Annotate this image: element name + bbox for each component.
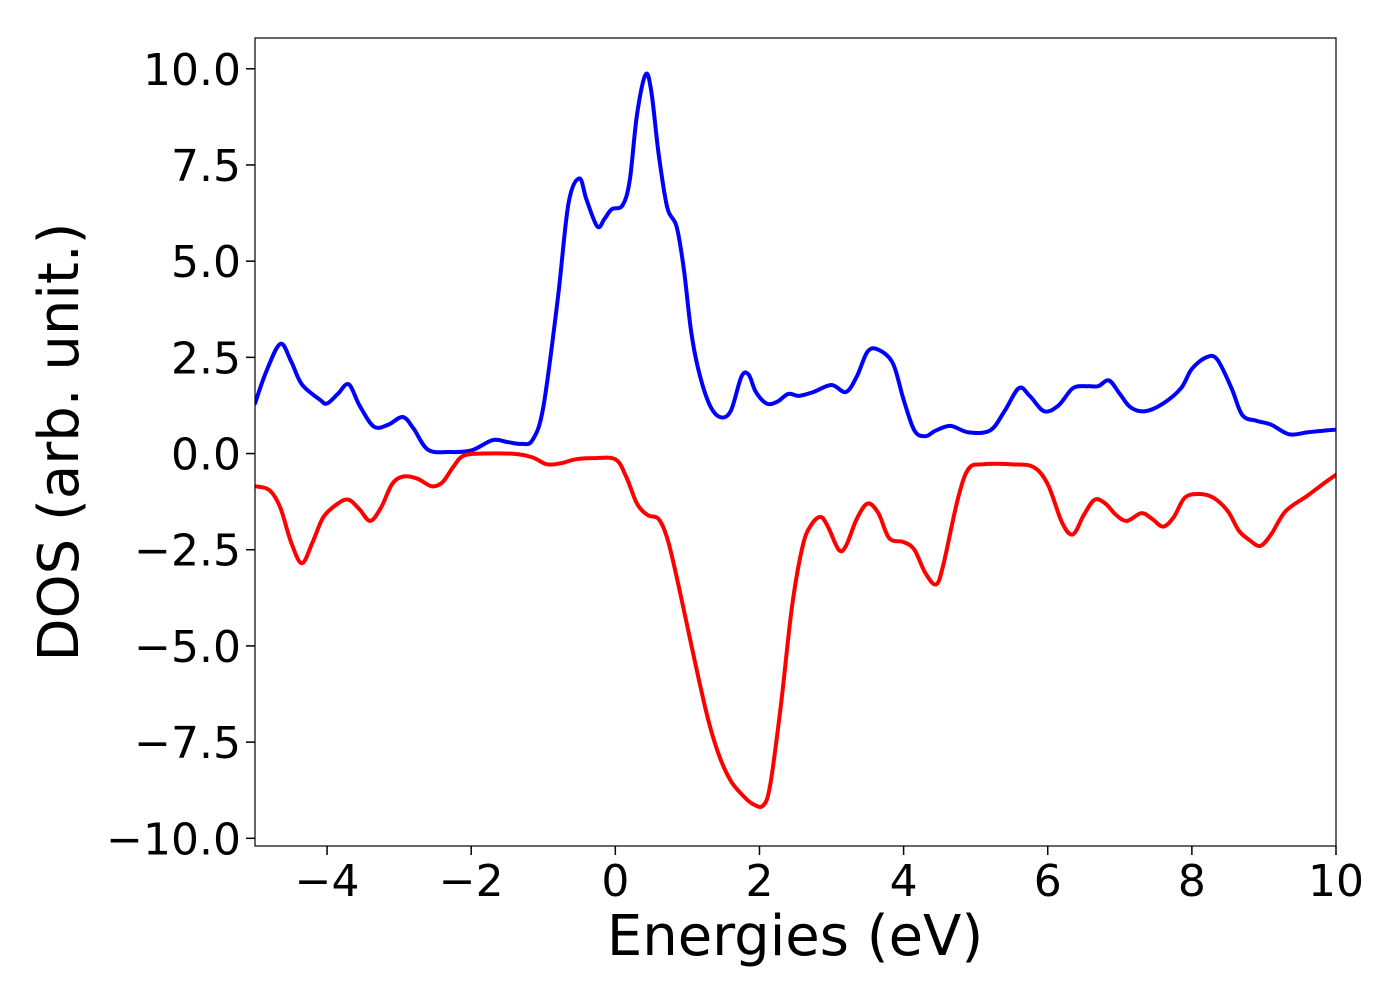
plot-frame xyxy=(254,37,1337,847)
series-line-spin-down xyxy=(255,451,1336,809)
x-tick-label: 10 xyxy=(1308,856,1364,907)
y-axis-ticks: 10.0 7.5 5.0 2.5 0.0 −2.5 −5.0 −7.5 −10.0 xyxy=(106,45,255,865)
x-tick-label: 2 xyxy=(745,856,773,907)
series-layer xyxy=(255,71,1336,809)
x-axis-label: Energies (eV) xyxy=(607,904,983,969)
y-tick-label: 0.0 xyxy=(171,430,241,481)
x-axis-ticks: −4 −2 0 2 4 6 8 10 xyxy=(295,846,1364,907)
x-tick-label: −2 xyxy=(439,856,504,907)
y-axis-label: DOS (arb. unit.) xyxy=(27,222,92,661)
y-tick-label: 2.5 xyxy=(171,333,241,384)
x-tick-label: 0 xyxy=(601,856,629,907)
y-tick-label: −7.5 xyxy=(134,718,241,769)
x-tick-label: −4 xyxy=(295,856,360,907)
y-tick-label: −5.0 xyxy=(134,622,241,673)
y-tick-label: 10.0 xyxy=(143,45,241,96)
x-tick-label: 6 xyxy=(1034,856,1062,907)
x-tick-label: 4 xyxy=(890,856,918,907)
series-line-spin-up xyxy=(255,71,1336,455)
y-tick-label: −10.0 xyxy=(106,814,241,865)
y-tick-label: −2.5 xyxy=(134,526,241,577)
x-tick-label: 8 xyxy=(1178,856,1206,907)
y-tick-label: 5.0 xyxy=(171,237,241,288)
y-tick-label: 7.5 xyxy=(171,141,241,192)
